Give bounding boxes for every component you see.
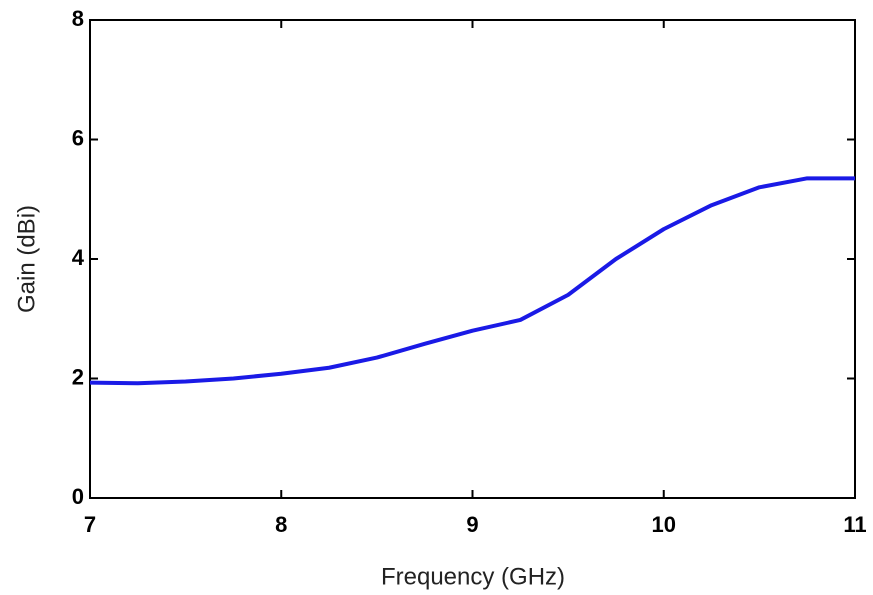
y-tick-label: 2 [72,364,84,389]
y-tick-label: 6 [72,125,84,150]
x-tick-label: 9 [466,512,478,537]
x-tick-label: 11 [843,512,866,537]
x-tick-label: 8 [275,512,287,537]
y-tick-label: 4 [72,245,85,270]
x-tick-label: 10 [652,512,676,537]
x-tick-label: 7 [84,512,96,537]
y-tick-label: 0 [72,484,84,509]
plot-frame [89,19,856,499]
y-tick-label: 8 [72,6,84,31]
y-axis-label: Gain (dBi) [13,205,40,313]
x-axis-label: Frequency (GHz) [381,563,565,590]
data-line [89,176,855,386]
